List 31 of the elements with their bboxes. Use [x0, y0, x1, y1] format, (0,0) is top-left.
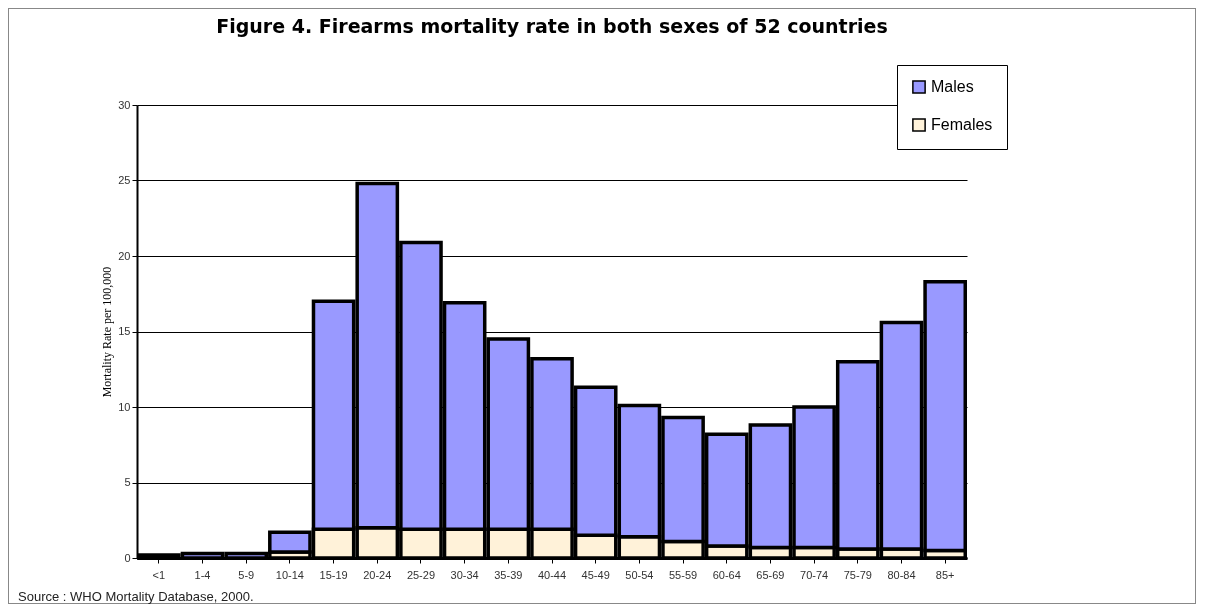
y-tick-label: 15	[118, 325, 131, 337]
x-tick-label: 85+	[935, 568, 955, 581]
y-tick-label: 5	[124, 476, 131, 488]
source-note: Source : WHO Mortality Database, 2000.	[18, 589, 254, 604]
x-tick-label: 30-34	[450, 568, 479, 581]
x-tick-label: 50-54	[625, 568, 654, 581]
x-tick-label: <1	[152, 568, 166, 581]
x-tick-label: 75-79	[843, 568, 872, 581]
y-tick-label: 0	[124, 551, 131, 564]
x-tick-label: 60-64	[712, 568, 741, 581]
y-tick-label: 25	[118, 174, 131, 186]
y-tick-label: 10	[118, 400, 131, 413]
legend-label: Males	[931, 78, 974, 95]
x-tick-label: 15-19	[319, 568, 348, 581]
y-axis-title: Mortality Rate per 100,000	[100, 266, 115, 398]
x-tick-label: 35-39	[494, 568, 523, 581]
x-tick-label: 70-74	[800, 568, 829, 581]
x-tick-label: 80-84	[887, 568, 916, 581]
x-tick-label: 65-69	[756, 568, 785, 581]
y-tick-label: 20	[118, 249, 131, 262]
x-tick-label: 5-9	[238, 568, 255, 581]
chart-title: Figure 4. Firearms mortality rate in both sexes of 52 countries	[216, 14, 888, 37]
x-tick-label: 1-4	[194, 568, 211, 581]
y-tick-label: 30	[118, 98, 131, 111]
x-tick-label: 55-59	[668, 568, 698, 581]
x-tick-label: 10-14	[275, 568, 304, 581]
legend-label: Females	[931, 116, 993, 133]
x-tick-label: 25-29	[406, 568, 436, 581]
x-tick-label: 45-49	[581, 568, 610, 581]
x-tick-label: 20-24	[363, 568, 392, 581]
x-tick-label: 40-44	[537, 568, 567, 581]
